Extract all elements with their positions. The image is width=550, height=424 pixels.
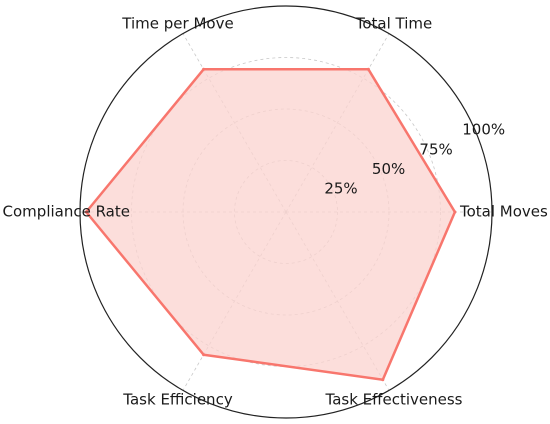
- data-point-1: [366, 67, 370, 71]
- axis-label-4: Task Efficiency: [122, 391, 233, 409]
- data-point-2: [202, 67, 206, 71]
- axis-label-2: Time per Move: [121, 15, 233, 33]
- axis-label-3: Compliance Rate: [3, 203, 130, 221]
- outer-ring: [79, 5, 493, 419]
- data-point-3: [84, 210, 88, 214]
- tick-label-25: 25%: [324, 180, 357, 198]
- tick-label-75: 75%: [419, 140, 452, 158]
- series-0-area: [84, 68, 457, 381]
- series-layer: [84, 67, 457, 382]
- data-point-4: [202, 353, 206, 357]
- tick-label-50: 50%: [372, 160, 405, 178]
- axis-label-1: Total Time: [355, 15, 433, 33]
- tick-label-layer: 25% 50% 75% 100%: [324, 121, 505, 198]
- data-point-0: [453, 210, 457, 214]
- axis-label-layer: Total Moves Total Time Time per Move Compli…: [3, 15, 548, 409]
- axis-label-0: Total Moves: [459, 203, 548, 221]
- tick-label-100: 100%: [462, 121, 505, 139]
- data-point-5: [381, 378, 385, 382]
- axis-label-5: Task Effectiveness: [325, 391, 463, 409]
